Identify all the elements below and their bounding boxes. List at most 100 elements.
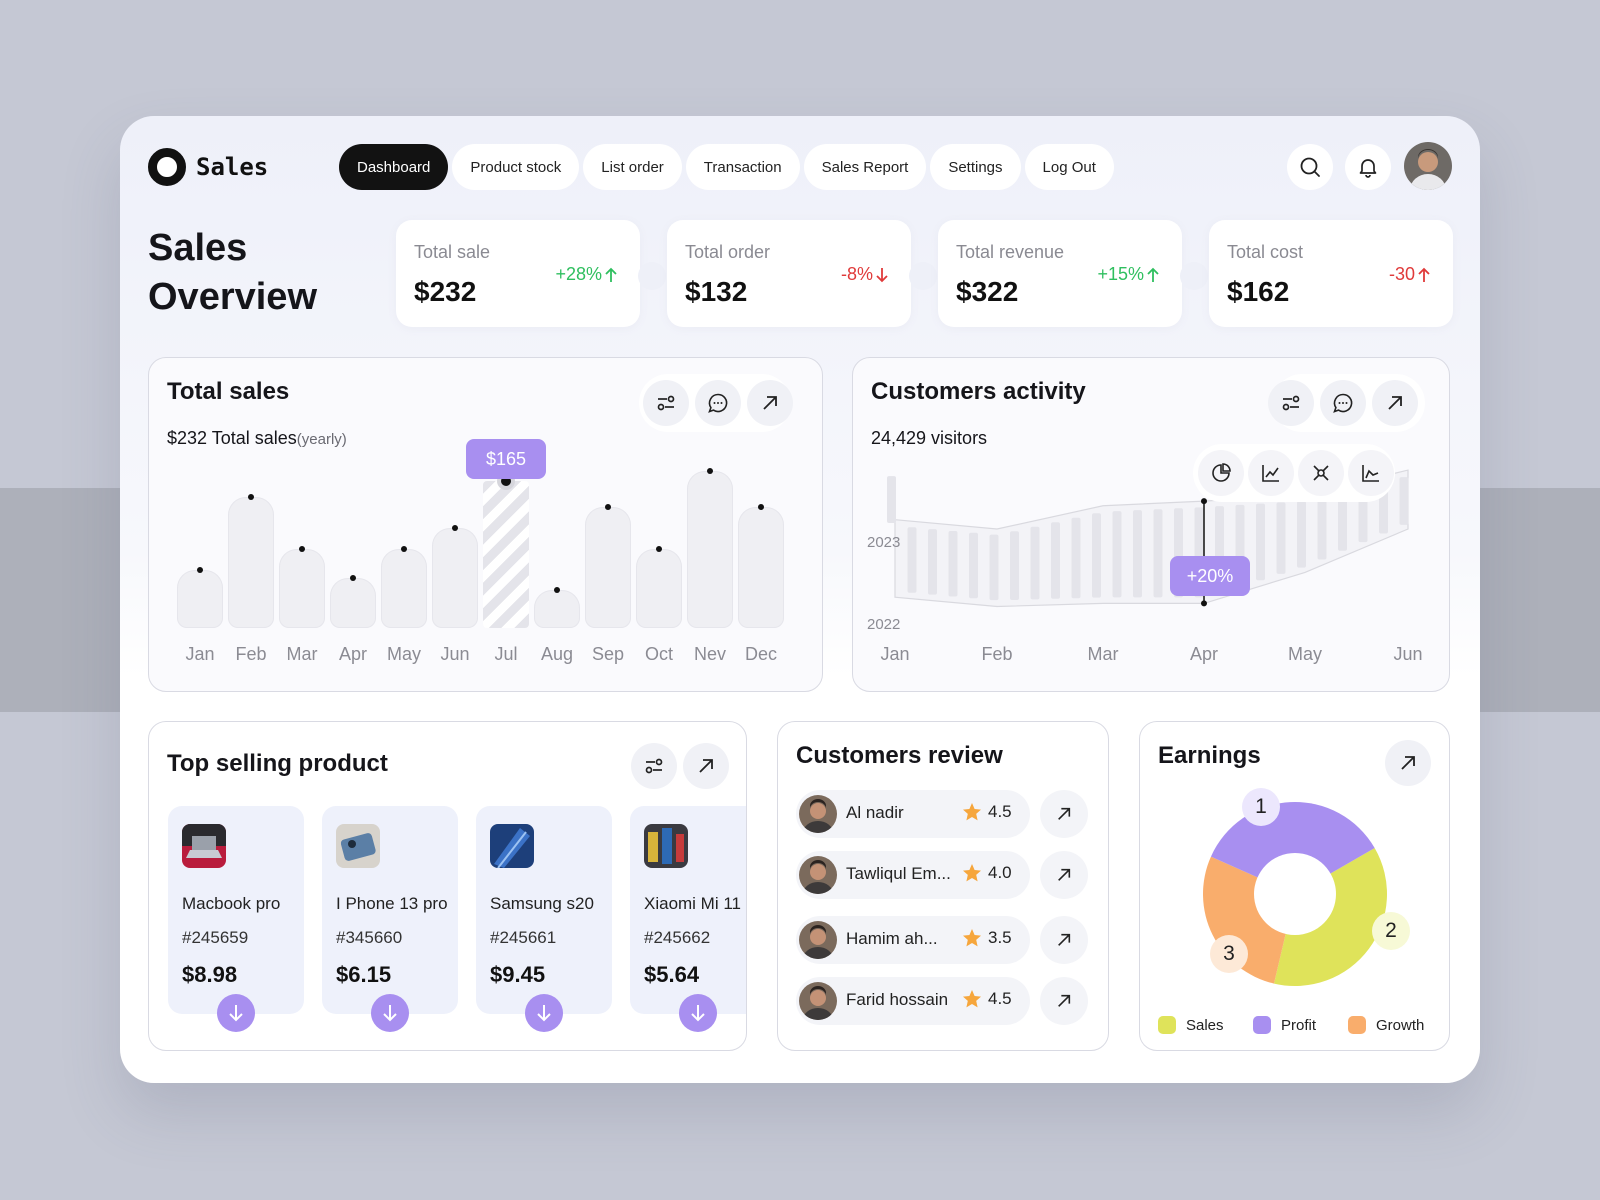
top-nav: Dashboard Product stock List order Trans… <box>339 144 1114 190</box>
product-thumbnail <box>644 824 688 868</box>
stat-card-total-cost[interactable]: Total cost $162 -30 <box>1209 220 1453 327</box>
sales-bar-dec[interactable] <box>738 507 784 628</box>
donut-slice-sales[interactable] <box>1273 848 1387 986</box>
download-button[interactable] <box>525 994 563 1032</box>
sales-bar-mar[interactable] <box>279 549 325 628</box>
open-review-button[interactable] <box>1040 851 1088 899</box>
stat-label: Total order <box>685 242 771 262</box>
product-card-macbook[interactable]: Macbook pro #245659 $8.98 <box>168 806 304 1032</box>
product-card-xiaomi[interactable]: Xiaomi Mi 11 #245662 $5.64 <box>630 806 746 1032</box>
chart-type-line[interactable] <box>1248 450 1294 496</box>
sales-bar-jul[interactable] <box>483 481 529 628</box>
sales-bar-jun[interactable] <box>432 528 478 628</box>
sales-bar-feb[interactable] <box>228 496 274 628</box>
chart-type-network[interactable] <box>1298 450 1344 496</box>
comment-button[interactable] <box>1320 380 1366 426</box>
nav-settings[interactable]: Settings <box>930 144 1021 190</box>
nav-log-out[interactable]: Log Out <box>1024 144 1114 190</box>
stat-label: Total revenue <box>956 242 1065 262</box>
total-sales-title: Total sales <box>167 378 290 405</box>
star-icon <box>963 803 981 821</box>
sales-bar-oct[interactable] <box>636 549 682 628</box>
star-icon <box>963 864 981 882</box>
filter-button[interactable] <box>1268 380 1314 426</box>
download-button[interactable] <box>217 994 255 1032</box>
review-row[interactable]: Al nadir 4.5 <box>796 790 1030 838</box>
product-name: I Phone 13 pro <box>336 894 448 913</box>
sales-bar-sep[interactable] <box>585 507 631 628</box>
laptop-icon <box>182 824 226 868</box>
year-label-2022: 2022 <box>867 616 901 633</box>
stat-connector <box>638 262 666 290</box>
network-icon <box>1313 465 1329 481</box>
rating-value: 4.5 <box>988 989 1012 1008</box>
earnings-donut <box>1203 802 1387 986</box>
sales-bar-jan[interactable] <box>177 570 223 628</box>
search-button[interactable] <box>1287 144 1333 190</box>
notifications-button[interactable] <box>1345 144 1391 190</box>
product-id: #245661 <box>490 928 557 947</box>
stat-delta-text: +28% <box>555 264 602 284</box>
expand-button[interactable] <box>747 380 793 426</box>
sales-bar-dot <box>197 567 203 574</box>
open-review-button[interactable] <box>1040 977 1088 1025</box>
sliders-icon <box>1282 395 1300 411</box>
open-review-button[interactable] <box>1040 916 1088 964</box>
activity-stripe <box>1071 517 1081 599</box>
nav-list-order[interactable]: List order <box>583 144 682 190</box>
nav-dashboard[interactable]: Dashboard <box>339 144 449 190</box>
sales-x-label: Mar <box>286 644 318 664</box>
filter-button[interactable] <box>643 380 689 426</box>
arrow-up-icon <box>1418 267 1430 282</box>
nav-transaction[interactable]: Transaction <box>685 144 800 190</box>
review-row[interactable]: Tawliqul Em... 4.0 <box>796 851 1030 899</box>
logo[interactable]: Sales <box>148 148 268 186</box>
activity-stripe <box>1338 491 1347 551</box>
legend-label: Profit <box>1281 1016 1317 1034</box>
chart-type-area[interactable] <box>1348 450 1394 496</box>
nav-product-stock[interactable]: Product stock <box>452 144 580 190</box>
product-card-samsung[interactable]: Samsung s20 #245661 $9.45 <box>476 806 612 1032</box>
sales-x-label: Sep <box>591 644 625 664</box>
donut-badge-2: 2 <box>1372 912 1410 950</box>
sales-bar-dot <box>554 587 560 594</box>
nav-sales-report[interactable]: Sales Report <box>803 144 927 190</box>
review-rating: 4.0 <box>962 863 1012 883</box>
open-review-button[interactable] <box>1040 790 1088 838</box>
sales-bar-dot <box>248 493 254 500</box>
arrow-down-icon <box>876 267 888 282</box>
activity-stripe <box>1133 510 1142 598</box>
activity-stripe <box>1112 511 1122 598</box>
review-row[interactable]: Farid hossain 4.5 <box>796 977 1030 1025</box>
review-row[interactable]: Hamim ah... 3.5 <box>796 916 1030 964</box>
comment-button[interactable] <box>695 380 741 426</box>
activity-stripe <box>1256 503 1265 581</box>
download-button[interactable] <box>371 994 409 1032</box>
arrow-down-icon <box>691 1005 705 1022</box>
stat-label: Total cost <box>1227 242 1304 262</box>
activity-marker-dot <box>1201 600 1207 607</box>
sales-bar-may[interactable] <box>381 549 427 628</box>
user-avatar[interactable] <box>1404 142 1452 190</box>
expand-button[interactable] <box>683 743 729 789</box>
download-button[interactable] <box>679 994 717 1032</box>
sliders-icon <box>645 758 663 774</box>
sales-bar-aug[interactable] <box>534 590 580 628</box>
stat-card-total-sale[interactable]: Total sale $232 +28% <box>396 220 640 327</box>
sales-bar-nev[interactable] <box>687 470 733 628</box>
sales-bar-apr[interactable] <box>330 577 376 628</box>
activity-stripe <box>1399 477 1409 525</box>
stat-delta: +28% <box>555 264 618 285</box>
stat-card-total-revenue[interactable]: Total revenue $322 +15% <box>938 220 1182 327</box>
phone-icon <box>336 824 380 868</box>
filter-button[interactable] <box>631 743 677 789</box>
donut-slice-profit[interactable] <box>1210 802 1375 894</box>
chart-type-pie[interactable] <box>1198 450 1244 496</box>
reviewer-name: Farid hossain <box>846 990 949 1009</box>
product-card-iphone[interactable]: I Phone 13 pro #345660 $6.15 <box>322 806 458 1032</box>
product-id: #245662 <box>644 928 711 947</box>
expand-button[interactable] <box>1385 740 1431 786</box>
stat-card-total-order[interactable]: Total order $132 -8% <box>667 220 911 327</box>
expand-button[interactable] <box>1372 380 1418 426</box>
total-sales-summary: $232 Total sales(yearly) <box>167 428 347 449</box>
